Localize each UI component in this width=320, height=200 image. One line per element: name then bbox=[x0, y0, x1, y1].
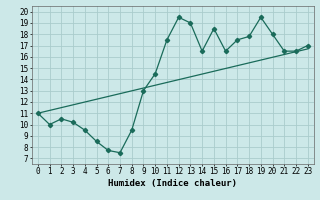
X-axis label: Humidex (Indice chaleur): Humidex (Indice chaleur) bbox=[108, 179, 237, 188]
